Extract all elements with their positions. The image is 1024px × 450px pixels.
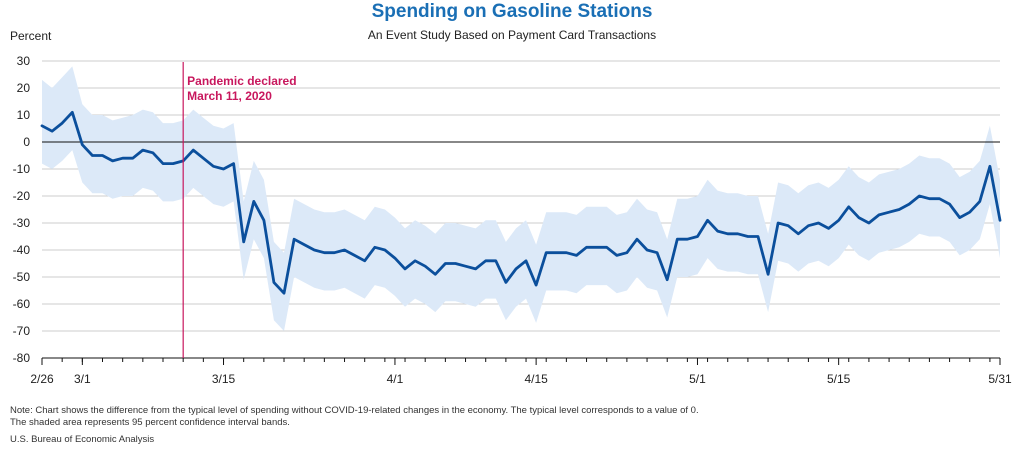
chart-title: Spending on Gasoline Stations [371,1,653,22]
x-tick-label: 3/15 [212,372,236,386]
y-tick-label: -20 [13,189,31,203]
series-line [40,110,1002,295]
y-tick-label: 0 [23,135,30,149]
annotation-date: March 11, 2020 [187,89,272,103]
y-axis-label: Percent [10,29,52,43]
y-tick-label: 20 [17,81,31,95]
x-tick-label: 4/1 [387,372,404,386]
y-tick-label: -10 [13,162,31,176]
x-tick-label: 5/1 [689,372,706,386]
x-tick-label: 5/15 [827,372,851,386]
chart-note-band: The shaded area represents 95 percent co… [10,417,290,428]
chart-subtitle: An Event Study Based on Payment Card Tra… [367,28,657,42]
confidence-band [42,66,1000,332]
x-tick-label: 2/26 [30,372,54,386]
series-layer [40,110,1002,295]
y-tick-label: -30 [13,216,31,230]
x-tick-label: 5/31 [988,372,1012,386]
y-tick-label: -60 [13,297,31,311]
y-tick-label: -80 [13,351,31,365]
y-tick-label: 30 [17,54,31,68]
y-tick-label: 10 [17,108,31,122]
y-tick-label: -70 [13,324,31,338]
axis-layer: 30 20 10 0 -10 -20 -30 -40 -50 -60 -70 -80 2/26 3/1 3/… [13,54,1012,386]
y-tick-label: -50 [13,270,31,284]
confidence-band-layer [42,66,1000,332]
chart-note: Note: Chart shows the difference from th… [10,405,699,416]
y-tick-label: -40 [13,243,31,257]
x-tick-label: 3/1 [74,372,91,386]
annotation-label: Pandemic declared [187,74,296,88]
x-tick-label: 4/15 [524,372,548,386]
chart-source: U.S. Bureau of Economic Analysis [10,434,155,445]
